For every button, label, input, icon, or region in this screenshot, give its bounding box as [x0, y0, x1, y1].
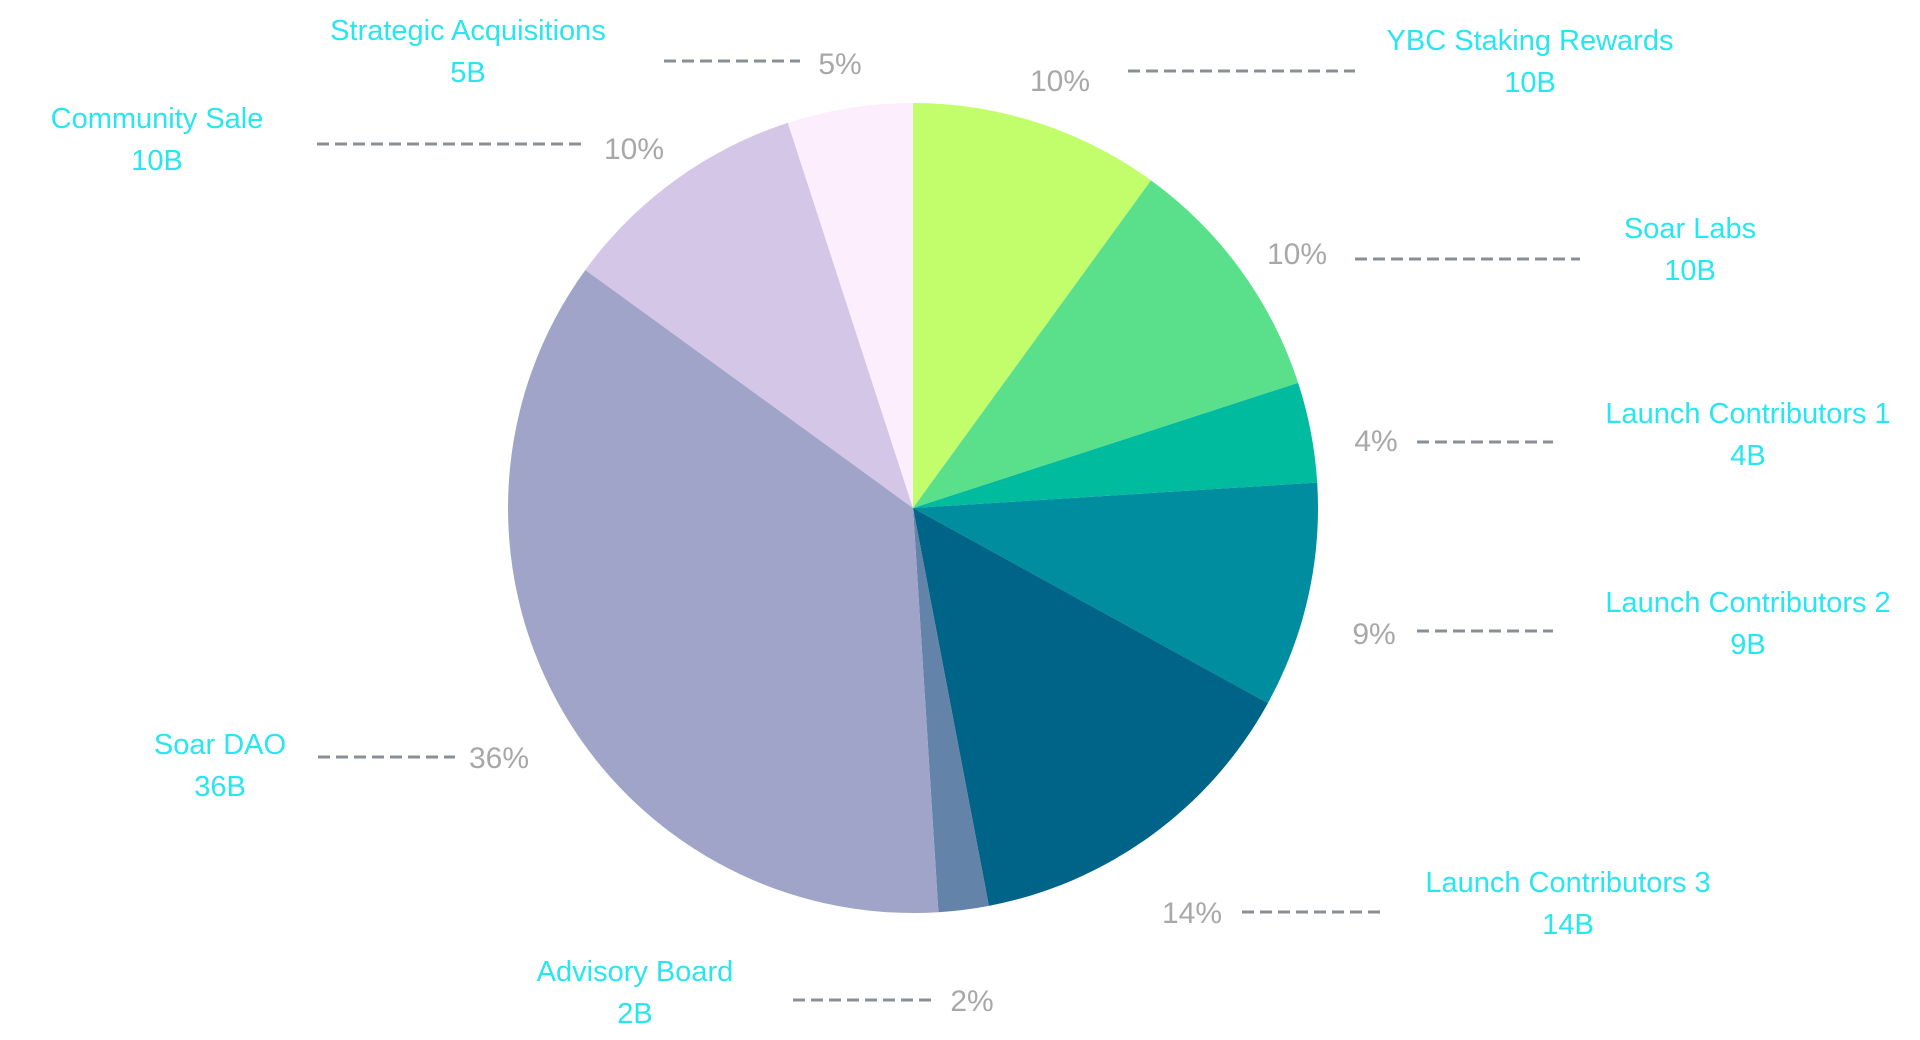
slice-amount-launch-contributors-3: 14B	[1542, 909, 1594, 941]
slice-amount-advisory-board: 2B	[617, 998, 652, 1030]
pie-slice-ybc-staking-rewards	[913, 103, 1152, 508]
slice-percent-strategic-acquisitions: 5%	[818, 48, 861, 81]
slice-percent-advisory-board: 2%	[950, 985, 993, 1018]
slice-label-launch-contributors-2: Launch Contributors 2	[1605, 587, 1890, 619]
slice-percent-launch-contributors-2: 9%	[1352, 618, 1395, 651]
slice-label-soar-labs: Soar Labs	[1624, 213, 1756, 245]
slice-percent-ybc-staking-rewards: 10%	[1030, 65, 1090, 98]
slice-percent-soar-labs: 10%	[1267, 238, 1327, 271]
pie-slice-soar-labs	[913, 180, 1299, 508]
slice-amount-launch-contributors-1: 4B	[1730, 440, 1765, 472]
slice-amount-ybc-staking-rewards: 10B	[1504, 67, 1556, 99]
pie-slice-soar-dao	[508, 269, 939, 913]
slice-percent-launch-contributors-3: 14%	[1162, 897, 1222, 930]
slice-label-launch-contributors-1: Launch Contributors 1	[1605, 398, 1890, 430]
pie-slice-strategic-acquisitions	[787, 103, 913, 508]
slice-label-advisory-board: Advisory Board	[537, 956, 734, 988]
slice-label-launch-contributors-3: Launch Contributors 3	[1425, 867, 1710, 899]
pie-slice-launch-contributors-3	[913, 508, 1268, 906]
slice-percent-soar-dao: 36%	[469, 742, 529, 775]
slice-label-community-sale: Community Sale	[51, 103, 264, 135]
pie-slice-advisory-board	[913, 508, 989, 913]
pie-slice-launch-contributors-2	[913, 482, 1318, 704]
slice-label-strategic-acquisitions: Strategic Acquisitions	[330, 15, 606, 47]
slice-percent-community-sale: 10%	[604, 133, 664, 166]
pie-slice-launch-contributors-1	[913, 382, 1318, 508]
slice-amount-strategic-acquisitions: 5B	[450, 57, 485, 89]
slice-amount-community-sale: 10B	[131, 145, 183, 177]
slice-amount-soar-labs: 10B	[1664, 255, 1716, 287]
slice-amount-soar-dao: 36B	[194, 771, 246, 803]
slice-percent-launch-contributors-1: 4%	[1354, 425, 1397, 458]
slice-label-ybc-staking-rewards: YBC Staking Rewards	[1387, 25, 1674, 57]
pie-slice-community-sale	[585, 122, 913, 508]
slice-amount-launch-contributors-2: 9B	[1730, 629, 1765, 661]
slice-label-soar-dao: Soar DAO	[154, 729, 286, 761]
